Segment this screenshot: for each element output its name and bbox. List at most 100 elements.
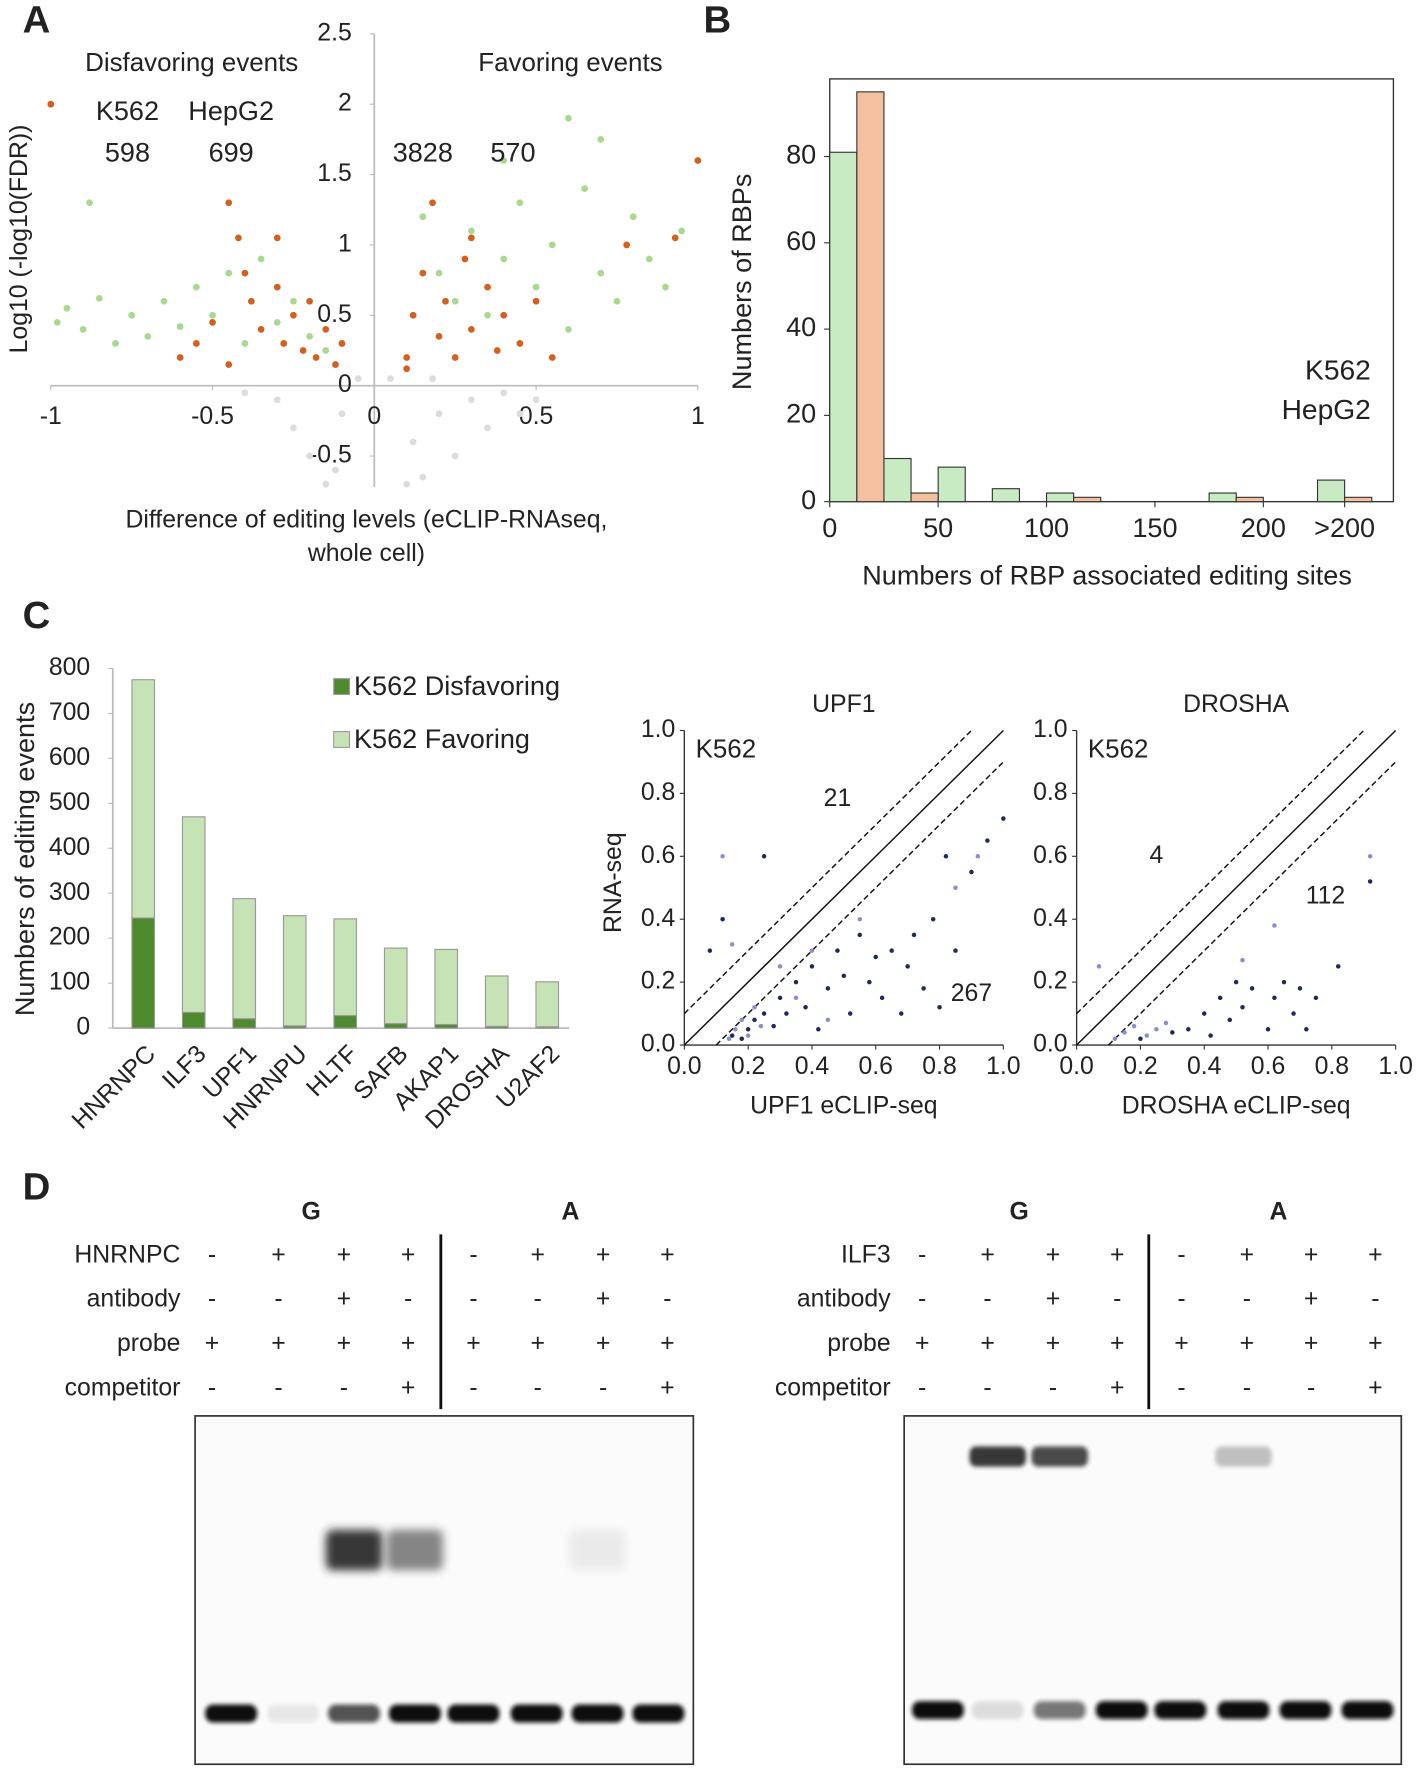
point (429, 199, 436, 207)
subplot-title: UPF1 (812, 691, 875, 718)
sign: - (983, 1286, 991, 1313)
point (53, 318, 61, 326)
sign: - (208, 1374, 216, 1401)
point (387, 375, 394, 383)
point (176, 354, 184, 361)
point (338, 340, 346, 347)
sign: + (337, 1286, 351, 1313)
point (816, 1027, 821, 1032)
diagonal-line (683, 729, 972, 1015)
x-axis-label: Difference of editing levels (eCLIP-RNAs… (125, 506, 607, 533)
point (484, 283, 491, 291)
point (761, 1011, 767, 1016)
sign: + (1046, 1241, 1060, 1268)
point (176, 323, 184, 330)
diagonal-line (683, 729, 1004, 1046)
diagonal-line (1076, 729, 1365, 1015)
sign: - (1177, 1241, 1185, 1268)
point (273, 283, 281, 291)
point (873, 954, 878, 960)
panel-label: D (23, 1165, 51, 1208)
x-axis-label: UPF1 eCLIP-seq (750, 1093, 937, 1120)
y-tick-label: 0 (76, 1014, 90, 1041)
point (847, 1011, 853, 1016)
annotation: Disfavoring events (85, 49, 298, 77)
point (467, 234, 475, 242)
gel-band (1033, 1701, 1086, 1720)
point (435, 269, 443, 277)
point (241, 340, 249, 347)
point (943, 854, 949, 859)
sign: + (271, 1330, 285, 1357)
sign: - (663, 1286, 671, 1313)
y-tick-label: 0.0 (641, 1031, 675, 1058)
bar (910, 492, 939, 503)
sign: + (205, 1330, 219, 1357)
count-label: 598 (105, 138, 150, 168)
sign: + (1046, 1286, 1060, 1313)
point (409, 438, 417, 446)
point (662, 283, 669, 291)
point (597, 269, 605, 277)
gel-band (328, 1704, 380, 1723)
point (209, 311, 216, 319)
sign: - (208, 1286, 216, 1313)
panel-label: C (23, 594, 51, 637)
bar-segment (282, 915, 307, 1027)
sign: + (1368, 1241, 1382, 1268)
point (739, 1017, 745, 1023)
sign: + (1304, 1241, 1318, 1268)
sign: - (534, 1374, 542, 1401)
y-tick-label: 1.0 (641, 716, 675, 743)
point (953, 885, 958, 891)
point (777, 995, 783, 1001)
point (1367, 854, 1373, 859)
point (144, 333, 152, 340)
y-tick-label: 0 (801, 485, 816, 515)
sign: + (596, 1241, 610, 1268)
point (1335, 964, 1341, 969)
point (1272, 923, 1277, 928)
sign: + (466, 1330, 480, 1357)
y-axis-label: Numbers of RBPs (727, 174, 757, 390)
point (516, 340, 524, 347)
group-label: G (302, 1199, 321, 1226)
sign: - (274, 1286, 282, 1313)
point (403, 354, 411, 361)
count-label: 3828 (393, 138, 453, 168)
sign: + (401, 1241, 415, 1268)
y-tick-label: 400 (49, 834, 90, 861)
point (192, 283, 200, 291)
point (500, 255, 508, 263)
point (516, 199, 524, 207)
sign: + (980, 1330, 994, 1357)
point (969, 869, 974, 875)
sign: - (469, 1286, 477, 1313)
point (484, 311, 491, 319)
point (225, 199, 233, 207)
point (1367, 879, 1373, 884)
y-tick-label: 0.4 (1033, 905, 1068, 932)
diagonal-line (1108, 761, 1397, 1046)
point (257, 325, 265, 333)
point (500, 389, 508, 397)
gel-band (632, 1704, 685, 1723)
point (1249, 986, 1255, 991)
sign: - (469, 1241, 477, 1268)
point (290, 424, 297, 432)
gel-band (969, 1446, 1026, 1467)
point (354, 375, 362, 383)
point (1217, 995, 1223, 1001)
point (930, 916, 936, 922)
point (1131, 1023, 1137, 1029)
sign: + (660, 1330, 674, 1357)
y-tick-label: 800 (49, 654, 90, 681)
point (784, 1011, 789, 1016)
point (899, 1011, 904, 1016)
point (435, 410, 443, 418)
point (241, 269, 249, 277)
gel-band (1215, 1446, 1272, 1467)
sign: - (918, 1286, 926, 1313)
legend-label: K562 (1305, 353, 1371, 385)
x-tick-label: 0.6 (1251, 1053, 1285, 1080)
